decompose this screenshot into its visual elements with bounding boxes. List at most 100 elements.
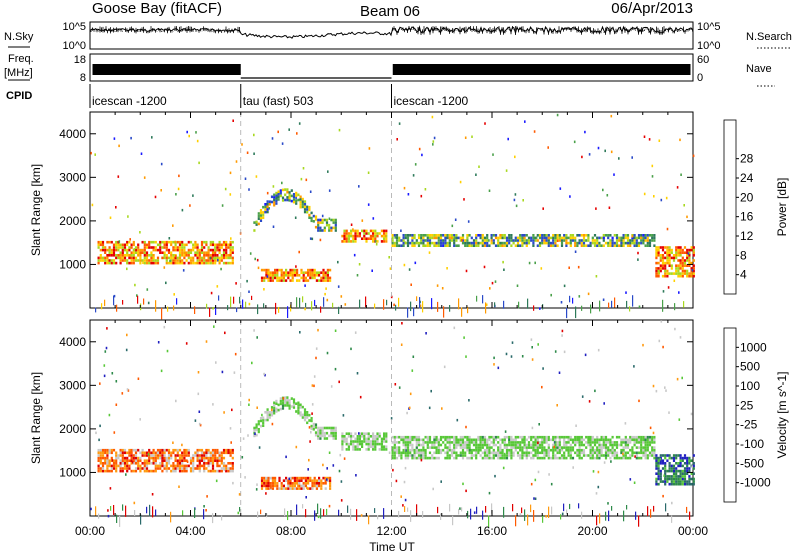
echo-cell (303, 418, 307, 422)
echo-cell (664, 480, 667, 483)
echo-cell (178, 464, 182, 468)
scatter-echo (420, 458, 423, 462)
scatter-echo (103, 374, 106, 378)
echo-cell (611, 435, 614, 439)
echo-cell (633, 441, 636, 444)
nsky-tick-top: 10^5 (62, 21, 86, 33)
echo-cell (426, 244, 429, 247)
scatter-echo (478, 165, 480, 168)
echo-cell (343, 229, 346, 233)
echo-cell (317, 229, 320, 232)
echo-cell (422, 441, 425, 444)
scatter-echo (533, 130, 536, 133)
echo-cell (525, 456, 528, 460)
echo-cell (492, 451, 495, 455)
echo-cell (152, 259, 155, 262)
echo-cell (611, 451, 614, 455)
echo-cell (260, 479, 264, 482)
echo-cell (282, 271, 285, 274)
echo-cell (505, 236, 509, 240)
echo-cell (523, 435, 526, 439)
echo-cell (273, 406, 276, 410)
echo-cell (670, 264, 673, 267)
echo-cell (453, 451, 456, 455)
echo-cell (670, 467, 673, 470)
echo-cell (565, 234, 568, 237)
echo-cell (310, 211, 313, 215)
echo-cell (154, 464, 157, 468)
echo-cell (620, 448, 623, 452)
echo-cell (345, 229, 348, 233)
echo-cell (611, 448, 614, 452)
echo-cell (99, 259, 102, 262)
scatter-echo (537, 441, 539, 445)
echo-cell (519, 236, 522, 240)
echo-cell (276, 271, 279, 274)
echo-cell (598, 438, 601, 442)
echo-cell (378, 232, 381, 235)
echo-cell (576, 241, 579, 245)
echo-cell (549, 236, 553, 240)
echo-cell (439, 244, 443, 247)
echo-cell (523, 438, 526, 442)
echo-cell (444, 239, 447, 242)
nsky-trace (90, 25, 693, 39)
scatter-echo (242, 437, 245, 440)
scatter-echo (358, 263, 361, 266)
echo-cell (686, 472, 689, 475)
echo-cell (260, 268, 264, 272)
echo-cell (324, 482, 327, 485)
echo-cell (253, 426, 256, 430)
echo-cell (156, 248, 160, 252)
echo-cell (521, 438, 524, 442)
echo-cell (596, 451, 599, 455)
ground-echo (167, 306, 169, 312)
echo-cell (624, 435, 627, 439)
echo-cell (218, 256, 221, 260)
echo-cell (101, 462, 105, 465)
scatter-echo (433, 136, 436, 140)
scatter-echo (514, 193, 517, 196)
echo-cell (174, 467, 177, 470)
echo-cell (161, 462, 164, 465)
scatter-echo (172, 441, 174, 444)
echo-cell (620, 438, 623, 442)
echo-cell (325, 431, 329, 435)
echo-cell (192, 464, 195, 468)
echo-cell (374, 437, 377, 441)
echo-cell (409, 438, 412, 442)
echo-cell (307, 479, 310, 482)
echo-cell (642, 236, 645, 240)
echo-cell (266, 408, 269, 411)
echo-cell (464, 435, 467, 439)
scatter-echo (241, 456, 244, 459)
echo-cell (99, 243, 102, 247)
echo-cell (253, 229, 256, 232)
echo-cell (317, 221, 320, 224)
echo-cell (220, 462, 223, 465)
echo-cell (143, 254, 146, 257)
echo-cell (635, 244, 638, 247)
ground-echo (314, 299, 316, 306)
echo-cell (598, 236, 601, 240)
echo-cell (420, 456, 423, 460)
echo-cell (378, 442, 381, 446)
date-title: 06/Apr/2013 (611, 0, 693, 17)
echo-cell (536, 234, 539, 237)
echo-cell (329, 276, 332, 280)
echo-cell (563, 236, 566, 240)
echo-cell (284, 188, 287, 191)
echo-cell (426, 435, 429, 439)
scatter-echo (311, 384, 314, 387)
echo-cell (150, 254, 153, 257)
echo-cell (97, 448, 100, 452)
echo-cell (211, 456, 215, 460)
echo-cell (668, 272, 671, 275)
echo-cell (413, 234, 416, 237)
echo-cell (521, 239, 524, 242)
echo-cell (556, 446, 559, 449)
echo-cell (178, 459, 182, 462)
echo-cell (655, 248, 658, 252)
echo-cell (508, 236, 511, 240)
scatter-echo (223, 468, 226, 471)
